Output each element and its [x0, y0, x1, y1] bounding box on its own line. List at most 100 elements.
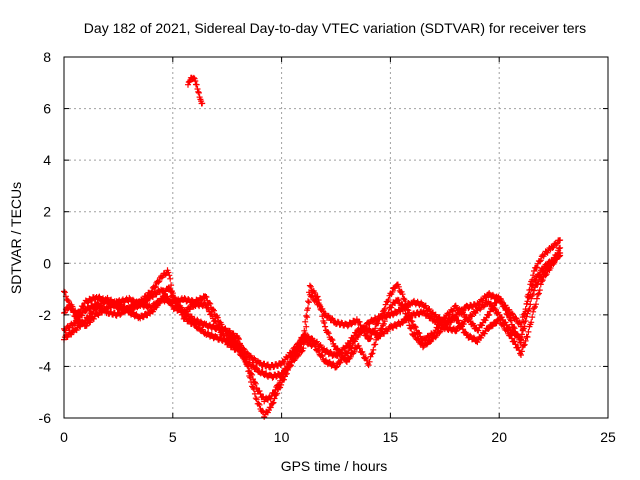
data-point: [271, 390, 278, 396]
data-point: [156, 278, 163, 285]
data-point: [308, 292, 315, 299]
data-point: [543, 271, 550, 278]
data-point: [542, 272, 549, 279]
data-point: [537, 281, 544, 288]
data-point: [409, 318, 416, 325]
data-point: [88, 297, 95, 304]
data-point: [160, 287, 167, 294]
data-point: [343, 359, 350, 365]
data-point: [168, 282, 175, 289]
data-point: [192, 78, 199, 84]
data-point: [269, 400, 276, 407]
data-point: [304, 333, 311, 340]
data-point: [253, 385, 260, 391]
data-point: [344, 323, 351, 330]
data-point: [510, 324, 517, 331]
data-point: [530, 272, 537, 279]
data-point: [499, 321, 506, 328]
data-point: [241, 346, 248, 353]
data-point: [252, 395, 259, 402]
data-point: [502, 307, 509, 314]
data-point: [280, 370, 287, 377]
data-point: [406, 309, 413, 316]
data-point: [372, 325, 379, 332]
data-point: [534, 280, 541, 287]
data-point: [352, 319, 358, 326]
data-point: [488, 323, 495, 330]
data-point: [459, 326, 466, 333]
data-point: [524, 334, 531, 340]
data-point: [295, 341, 302, 348]
data-point: [360, 351, 367, 358]
data-point: [218, 321, 225, 328]
data-point: [416, 330, 423, 337]
data-point: [322, 323, 329, 330]
data-point: [411, 331, 418, 338]
data-point: [500, 322, 507, 329]
data-point: [356, 318, 363, 325]
data-point: [411, 331, 417, 338]
data-point: [533, 295, 540, 302]
data-point: [528, 319, 535, 326]
data-point: [406, 322, 413, 329]
data-point: [342, 346, 349, 352]
data-point: [407, 325, 414, 332]
data-point: [401, 305, 408, 312]
data-point: [199, 100, 206, 107]
data-point: [298, 348, 305, 355]
data-point: [235, 334, 242, 341]
data-point: [522, 308, 529, 315]
data-point: [64, 297, 71, 304]
data-point: [475, 327, 482, 334]
data-point: [376, 331, 382, 338]
data-point: [518, 339, 524, 346]
data-point: [402, 310, 409, 317]
series-track-c: [61, 237, 564, 381]
x-tick-label: 0: [60, 429, 68, 445]
data-point: [508, 310, 515, 317]
data-point: [319, 353, 326, 360]
data-point: [304, 307, 311, 314]
data-point: [385, 297, 392, 303]
data-point: [525, 328, 532, 335]
data-point: [370, 328, 377, 335]
data-point: [80, 303, 87, 310]
data-point: [70, 309, 77, 316]
data-point: [325, 330, 332, 337]
data-point: [65, 298, 72, 305]
x-tick-label: 10: [274, 429, 290, 445]
data-point: [380, 320, 387, 327]
data-point: [303, 312, 310, 319]
data-point: [348, 321, 355, 328]
data-point: [395, 283, 402, 290]
data-point: [347, 353, 354, 360]
data-point: [529, 314, 536, 321]
data-point: [372, 341, 379, 348]
data-point: [534, 291, 541, 298]
data-point: [503, 326, 510, 333]
data-point: [551, 259, 558, 266]
data-point: [167, 275, 174, 282]
data-point: [250, 376, 256, 383]
data-point: [318, 307, 325, 314]
data-point: [531, 305, 537, 312]
data-point: [511, 338, 518, 345]
data-point: [292, 355, 299, 362]
data-point: [524, 298, 531, 305]
data-point: [305, 298, 311, 305]
data-point: [465, 305, 472, 312]
data-point: [536, 287, 543, 294]
data-point: [166, 272, 173, 279]
data-point: [498, 299, 505, 306]
data-point: [302, 318, 309, 325]
data-point: [526, 287, 533, 293]
data-point: [197, 318, 204, 325]
data-point: [525, 291, 532, 298]
data-point: [474, 339, 481, 346]
data-point: [329, 337, 336, 344]
data-point: [185, 296, 192, 302]
data-point: [357, 322, 364, 329]
data-point: [412, 324, 419, 331]
data-point: [307, 283, 314, 290]
data-point: [550, 261, 557, 267]
